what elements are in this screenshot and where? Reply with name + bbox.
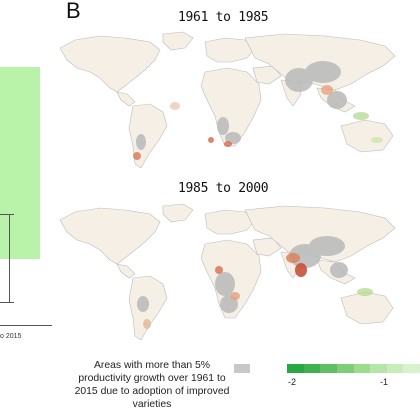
legend-scale-step: [336, 364, 354, 373]
central-america: [116, 91, 136, 107]
north-america: [59, 35, 161, 93]
central-america: [116, 263, 136, 279]
south-america: [128, 103, 168, 169]
europe: [204, 37, 256, 63]
x-axis-line: [0, 325, 52, 326]
change-overlay: [133, 85, 383, 160]
legend-scale-step: [386, 364, 404, 373]
world-map-1961-1985: [59, 31, 396, 169]
asia: [244, 205, 396, 263]
change-overlay: [143, 253, 373, 329]
legend-color-scale: [287, 364, 420, 373]
legend-scale-step: [287, 364, 304, 373]
confidence-band: [0, 67, 40, 259]
panel-a-chart: o 2015: [0, 0, 62, 420]
legend-caption: Areas with more than 5% productivity gro…: [74, 360, 230, 410]
legend-scale-step: [320, 364, 337, 373]
growth-areas-gray: [136, 61, 347, 150]
australia: [340, 119, 394, 153]
world-map-1985-2000: [59, 203, 396, 341]
legend-tick-neg2: -2: [288, 377, 297, 387]
europe: [204, 209, 256, 235]
map-title-1961-1985: 1961 to 1985: [178, 10, 269, 25]
greenland: [162, 31, 194, 51]
north-america: [59, 207, 161, 265]
middle-east: [252, 65, 282, 85]
legend-scale-step: [403, 364, 420, 373]
middle-east: [252, 237, 282, 257]
greenland: [162, 203, 194, 223]
map-title-1985-2000: 1985 to 2000: [178, 181, 269, 196]
error-bar-cap-bottom: [0, 302, 14, 303]
legend-scale-step: [303, 364, 321, 373]
error-bar-cap-top: [0, 214, 14, 215]
legend-scale-step: [370, 364, 387, 373]
australia: [340, 291, 394, 325]
legend-scale-step: [353, 364, 371, 373]
legend-tick-neg1: -1: [380, 377, 389, 387]
x-axis-tick-label: o 2015: [0, 333, 22, 340]
legend-gray-swatch: [234, 364, 250, 373]
error-bar: [9, 214, 10, 302]
panel-letter: B: [66, 0, 81, 23]
